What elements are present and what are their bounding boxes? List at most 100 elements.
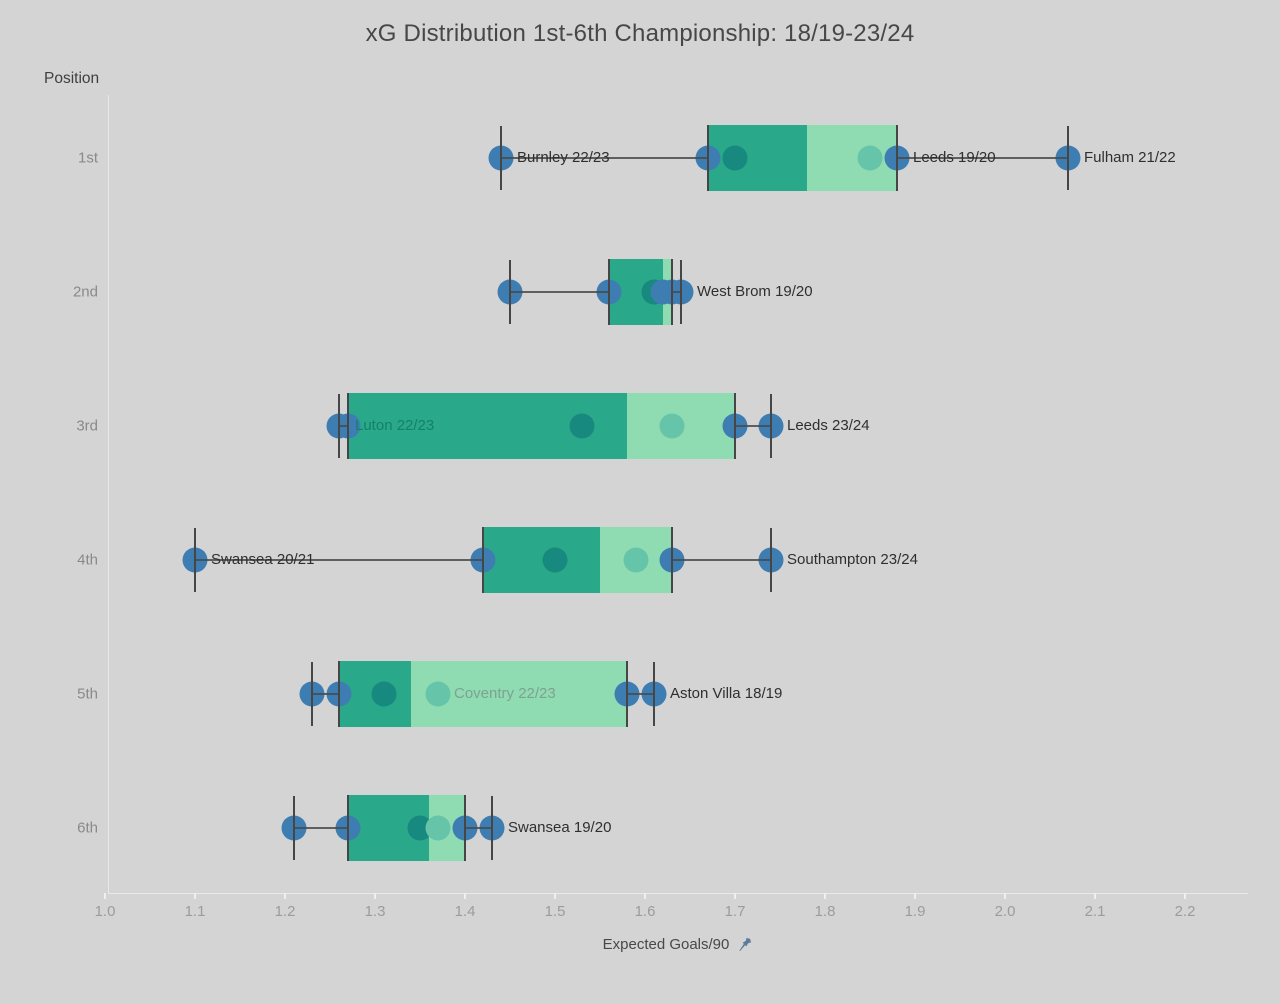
x-axis-tick (194, 893, 196, 899)
point-label: Swansea 19/20 (508, 819, 612, 837)
x-tick-label: 1.6 (634, 903, 656, 920)
x-tick-label: 2.1 (1084, 903, 1106, 920)
x-tick-label: 1.2 (274, 903, 296, 920)
x-tick-label: 2.0 (994, 903, 1016, 920)
x-axis-tick (464, 893, 466, 899)
data-point[interactable] (371, 681, 397, 707)
data-point[interactable] (542, 547, 568, 573)
x-axis-tick (284, 893, 286, 899)
x-tick-label: 1.9 (904, 903, 926, 920)
x-tick-label: 1.8 (814, 903, 836, 920)
data-point[interactable] (425, 815, 451, 841)
data-point[interactable] (425, 681, 451, 707)
x-axis-tick (374, 893, 376, 899)
whisker-end-tick-high[interactable] (770, 394, 772, 458)
data-point[interactable] (569, 413, 595, 439)
x-axis-tick (554, 893, 556, 899)
y-axis-label-6th[interactable]: 6th (77, 819, 98, 837)
point-label: Leeds 19/20 (913, 149, 996, 167)
y-axis-label-5th[interactable]: 5th (77, 685, 98, 703)
quartile-edge-q1[interactable] (347, 795, 349, 861)
point-label: Swansea 20/21 (211, 551, 315, 569)
x-tick-label: 1.1 (184, 903, 206, 920)
whisker-end-tick-high[interactable] (491, 796, 493, 860)
point-label: West Brom 19/20 (697, 283, 813, 301)
quartile-edge-q1[interactable] (347, 393, 349, 459)
y-axis-label-4th[interactable]: 4th (77, 551, 98, 569)
x-axis-tick (1004, 893, 1006, 899)
x-tick-label: 1.0 (94, 903, 116, 920)
x-tick-label: 1.3 (364, 903, 386, 920)
quartile-edge-q3[interactable] (896, 125, 898, 191)
whisker-line-high[interactable] (672, 559, 771, 561)
x-axis-title-text: Expected Goals/90 (602, 936, 730, 953)
quartile-edge-q1[interactable] (482, 527, 484, 593)
x-axis-tick (1094, 893, 1096, 899)
box-iqr-lower-4th[interactable] (483, 527, 600, 593)
point-label: Southampton 23/24 (787, 551, 918, 569)
whisker-line-high[interactable] (672, 291, 681, 293)
quartile-edge-q3[interactable] (464, 795, 466, 861)
point-label: Leeds 23/24 (787, 417, 870, 435)
x-axis-tick (1184, 893, 1186, 899)
whisker-line-low[interactable] (195, 559, 483, 561)
point-label: Aston Villa 18/19 (670, 685, 783, 703)
x-tick-label: 1.4 (454, 903, 476, 920)
x-tick-label: 1.7 (724, 903, 746, 920)
whisker-line-high[interactable] (465, 827, 492, 829)
x-axis-title: Expected Goals/90 (0, 936, 1280, 953)
x-tick-label: 1.5 (544, 903, 566, 920)
x-axis-tick (914, 893, 916, 899)
whisker-end-tick-low[interactable] (338, 394, 340, 458)
quartile-edge-q1[interactable] (608, 259, 610, 325)
data-point[interactable] (659, 413, 685, 439)
chart-title: xG Distribution 1st-6th Championship: 18… (365, 20, 915, 47)
point-label: Fulham 21/22 (1084, 149, 1176, 167)
y-axis-label-3rd[interactable]: 3rd (76, 417, 98, 435)
whisker-line-low[interactable] (294, 827, 348, 829)
whisker-end-tick-high[interactable] (770, 528, 772, 592)
x-axis-tick (734, 893, 736, 899)
quartile-edge-q3[interactable] (734, 393, 736, 459)
whisker-end-tick-low[interactable] (509, 260, 511, 324)
whisker-end-tick-high[interactable] (680, 260, 682, 324)
x-tick-label: 2.2 (1174, 903, 1196, 920)
plot-left-border (108, 95, 109, 893)
whisker-line-low[interactable] (312, 693, 339, 695)
whisker-end-tick-high[interactable] (1067, 126, 1069, 190)
whisker-line-low[interactable] (510, 291, 609, 293)
quartile-edge-q1[interactable] (707, 125, 709, 191)
y-axis-label-2nd[interactable]: 2nd (72, 283, 98, 301)
point-label: Coventry 22/23 (454, 685, 556, 703)
quartile-edge-q3[interactable] (671, 527, 673, 593)
quartile-edge-q3[interactable] (671, 259, 673, 325)
x-axis-line (108, 893, 1248, 894)
x-axis-tick (824, 893, 826, 899)
quartile-edge-q3[interactable] (626, 661, 628, 727)
whisker-end-tick-low[interactable] (500, 126, 502, 190)
y-axis-header: Position (44, 70, 100, 87)
pushpin-icon[interactable] (736, 936, 753, 953)
point-label: Burnley 22/23 (517, 149, 610, 167)
whisker-line-low[interactable] (501, 157, 708, 159)
data-point[interactable] (623, 547, 649, 573)
whisker-end-tick-low[interactable] (311, 662, 313, 726)
point-label: Luton 22/23 (355, 417, 435, 435)
whisker-line-high[interactable] (735, 425, 771, 427)
quartile-edge-q1[interactable] (338, 661, 340, 727)
whisker-line-high[interactable] (627, 693, 654, 695)
data-point[interactable] (857, 145, 883, 171)
whisker-end-tick-high[interactable] (653, 662, 655, 726)
data-point[interactable] (722, 145, 748, 171)
x-axis-tick (644, 893, 646, 899)
whisker-line-low[interactable] (339, 425, 348, 427)
whisker-end-tick-low[interactable] (194, 528, 196, 592)
whisker-line-high[interactable] (897, 157, 1068, 159)
y-axis-label-1st[interactable]: 1st (77, 149, 98, 167)
whisker-end-tick-low[interactable] (293, 796, 295, 860)
